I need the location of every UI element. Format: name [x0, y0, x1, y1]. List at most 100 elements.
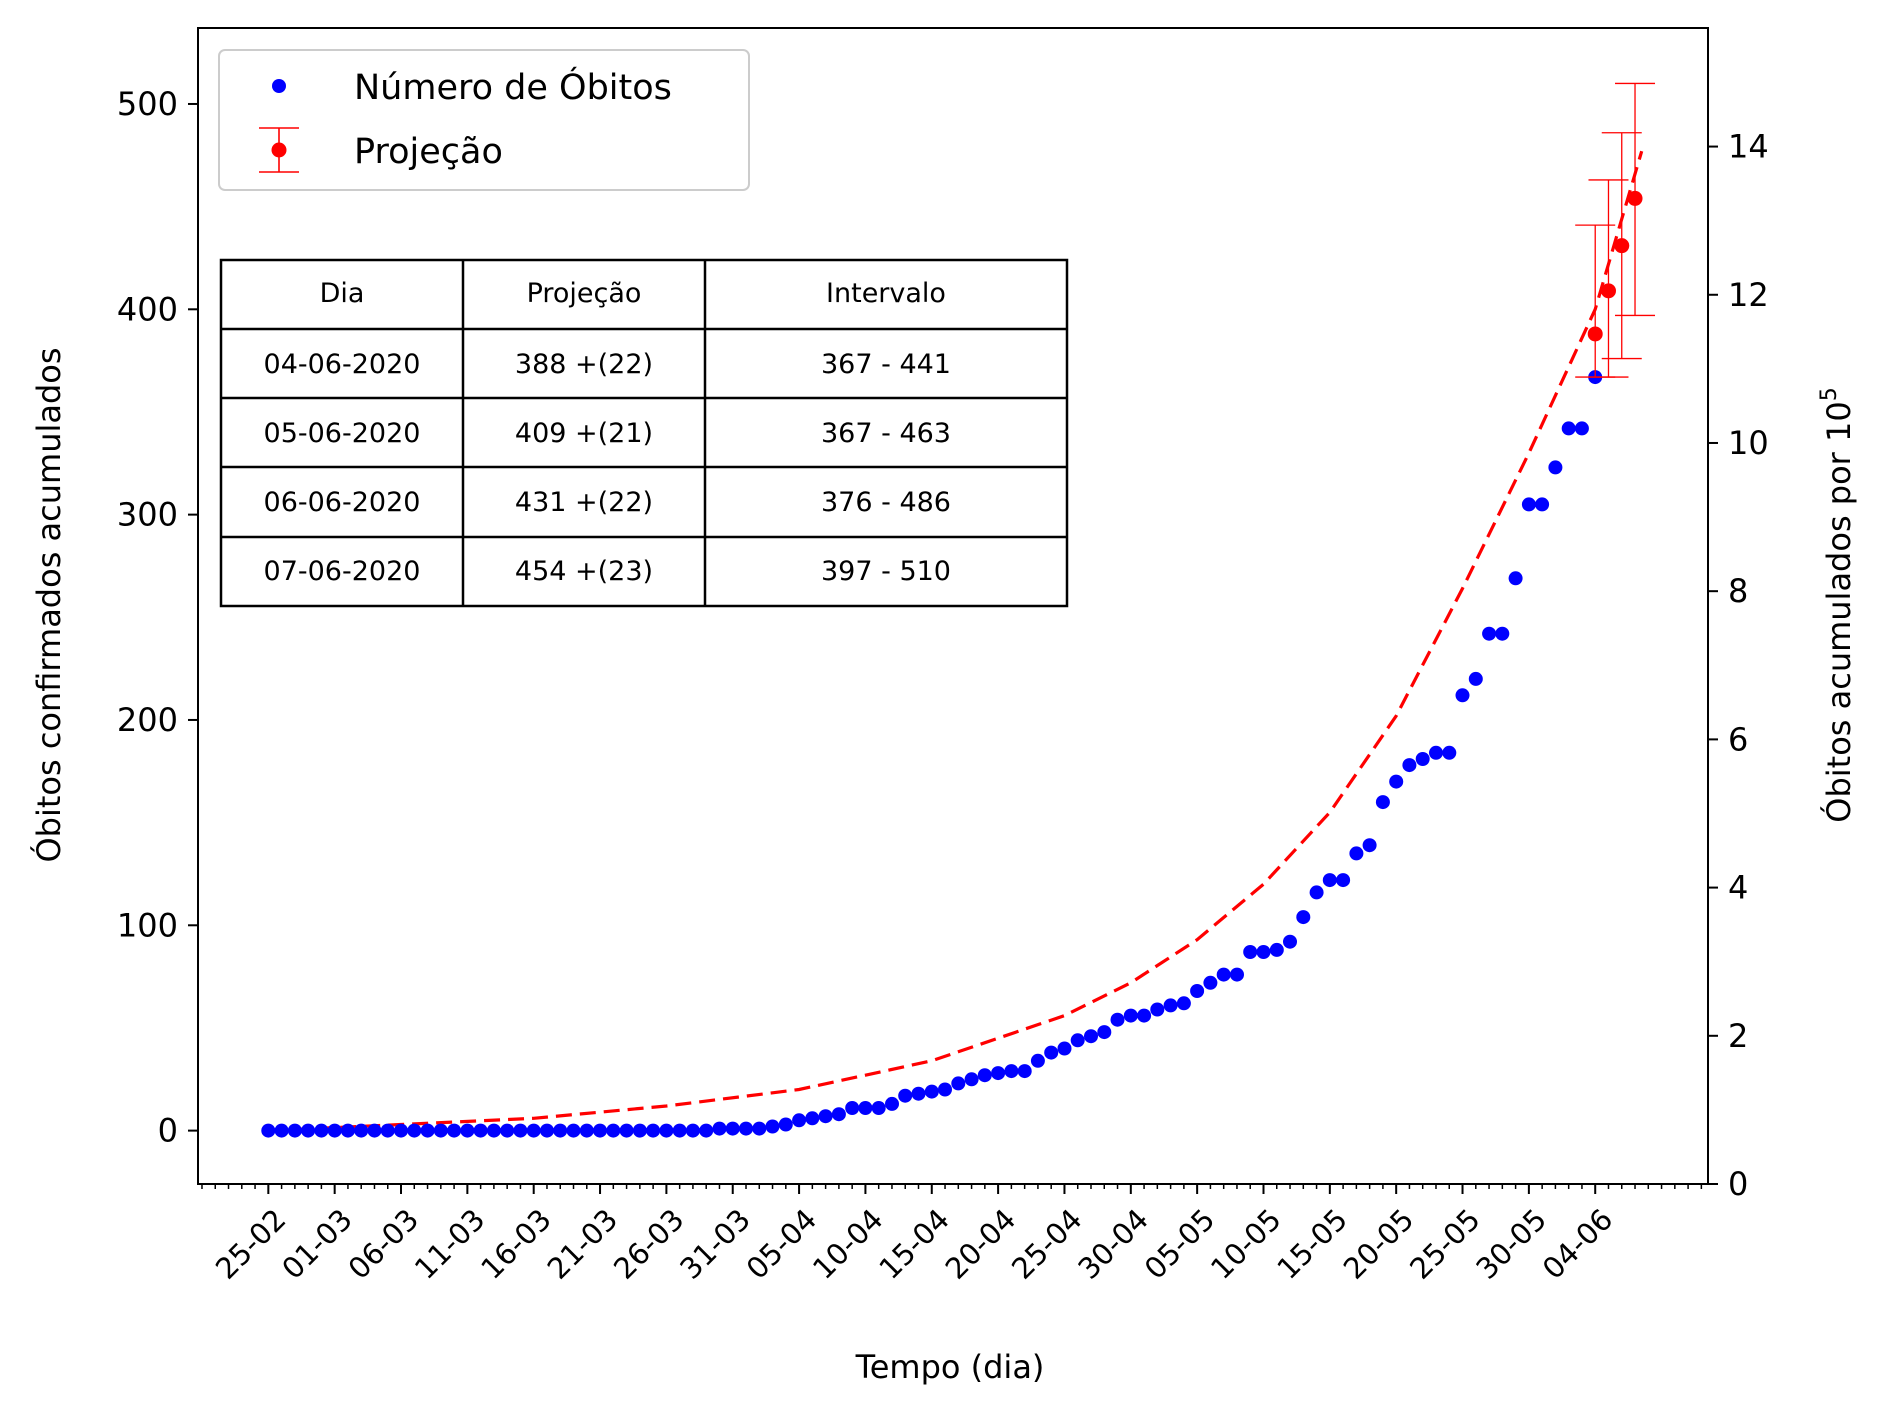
data-point	[1309, 885, 1324, 900]
x-tick-label: 31-03	[673, 1202, 757, 1286]
y-tick-label: 400	[117, 290, 178, 328]
data-point	[911, 1086, 926, 1101]
data-point	[1283, 934, 1297, 949]
legend-label-projecao: Projeção	[354, 132, 503, 172]
data-point	[1336, 873, 1351, 888]
x-tick-label: 15-05	[1270, 1202, 1354, 1286]
y-right-tick-label: 2	[1728, 1017, 1748, 1055]
y-right-tick-label: 14	[1728, 128, 1769, 166]
data-point	[447, 1123, 462, 1138]
data-point	[1110, 1012, 1125, 1027]
y-tick-label: 0	[158, 1112, 178, 1150]
x-tick-label: 30-05	[1469, 1202, 1553, 1286]
data-point	[1402, 758, 1417, 773]
y-right-tick-label: 8	[1728, 572, 1748, 610]
data-point	[672, 1123, 687, 1138]
data-point	[1442, 745, 1457, 760]
table-cell: 06-06-2020	[264, 487, 421, 518]
data-point	[831, 1107, 846, 1122]
legend-marker-obitos	[272, 79, 286, 93]
y-axis-left-label: Óbitos confirmados acumulados	[29, 347, 68, 862]
x-axis-label: Tempo (dia)	[855, 1348, 1045, 1386]
data-point	[1070, 1033, 1085, 1048]
legend-label-obitos: Número de Óbitos	[354, 66, 672, 108]
data-point	[938, 1082, 952, 1097]
data-point	[486, 1123, 501, 1138]
x-tick-label: 20-04	[939, 1202, 1023, 1286]
data-point	[340, 1123, 355, 1138]
data-point	[1389, 774, 1404, 789]
fit-curve-layer	[268, 150, 1644, 1133]
data-point	[792, 1113, 807, 1128]
table-cell: 431 +(22)	[515, 487, 653, 518]
x-tick-label: 11-03	[408, 1202, 492, 1286]
data-point	[1097, 1025, 1112, 1040]
projection-table: Dia Projeção Intervalo 04-06-2020 388 +(…	[219, 258, 1069, 608]
data-point	[606, 1123, 621, 1138]
data-point	[752, 1121, 767, 1136]
data-point	[1044, 1045, 1059, 1060]
y-right-tick-label: 12	[1728, 276, 1769, 314]
x-tick-label: 15-04	[872, 1202, 956, 1286]
data-point	[526, 1123, 541, 1138]
projection-point	[1627, 190, 1643, 206]
y-axis-right: 0 2 4 6 8 10 12 14	[1708, 128, 1769, 1203]
projection-point	[1587, 326, 1603, 342]
data-point	[1482, 626, 1497, 641]
x-tick-label: 04-06	[1536, 1202, 1620, 1286]
data-point	[871, 1101, 886, 1115]
data-point	[739, 1121, 753, 1136]
x-tick-label: 21-03	[541, 1202, 625, 1286]
table-cell: 04-06-2020	[264, 349, 421, 380]
data-point	[1495, 626, 1510, 641]
table-cell: 367 - 441	[821, 349, 951, 380]
data-point	[1429, 745, 1443, 760]
data-point	[1190, 984, 1205, 998]
table-cell: 367 - 463	[821, 418, 951, 449]
y-axis-left: 0 100 200 300 400 500	[117, 85, 198, 1150]
data-point	[1269, 942, 1284, 957]
x-tick-label: 10-05	[1204, 1202, 1288, 1286]
data-point	[725, 1121, 740, 1136]
data-point	[1176, 996, 1191, 1011]
x-tick-label: 25-04	[1005, 1202, 1089, 1286]
x-tick-label: 25-05	[1403, 1202, 1487, 1286]
y-axis-right-label-text: Óbitos acumulados por 10	[1819, 401, 1858, 822]
data-point	[619, 1123, 634, 1138]
table-header-intervalo: Intervalo	[826, 278, 946, 309]
plot-frame	[197, 27, 1709, 1185]
data-point	[460, 1123, 475, 1138]
data-point	[1137, 1008, 1152, 1023]
data-point	[420, 1123, 435, 1138]
data-point	[394, 1123, 408, 1138]
data-point	[991, 1066, 1006, 1081]
data-point	[553, 1123, 568, 1138]
data-point	[407, 1123, 422, 1138]
table-cell: 454 +(23)	[515, 556, 653, 587]
data-point	[1004, 1064, 1019, 1079]
data-point	[500, 1123, 515, 1138]
data-point	[646, 1123, 661, 1138]
data-point	[1216, 967, 1231, 982]
data-point	[845, 1101, 860, 1115]
data-point	[1521, 497, 1536, 512]
projection-point	[1600, 283, 1616, 299]
table-grid	[221, 260, 1067, 606]
data-point	[1163, 998, 1178, 1013]
data-point	[1561, 421, 1576, 436]
data-point	[274, 1123, 289, 1138]
data-point	[964, 1072, 979, 1087]
y-right-tick-label: 4	[1728, 869, 1748, 907]
y-tick-label: 100	[117, 906, 178, 944]
data-point	[1296, 910, 1311, 925]
data-point	[1030, 1053, 1045, 1068]
data-point	[593, 1123, 607, 1138]
data-point	[579, 1123, 594, 1138]
data-point	[1349, 846, 1364, 861]
data-point	[898, 1088, 913, 1103]
x-tick-label: 05-04	[740, 1202, 824, 1286]
legend-box	[218, 49, 750, 191]
data-point	[1535, 497, 1550, 512]
data-point	[685, 1123, 700, 1138]
